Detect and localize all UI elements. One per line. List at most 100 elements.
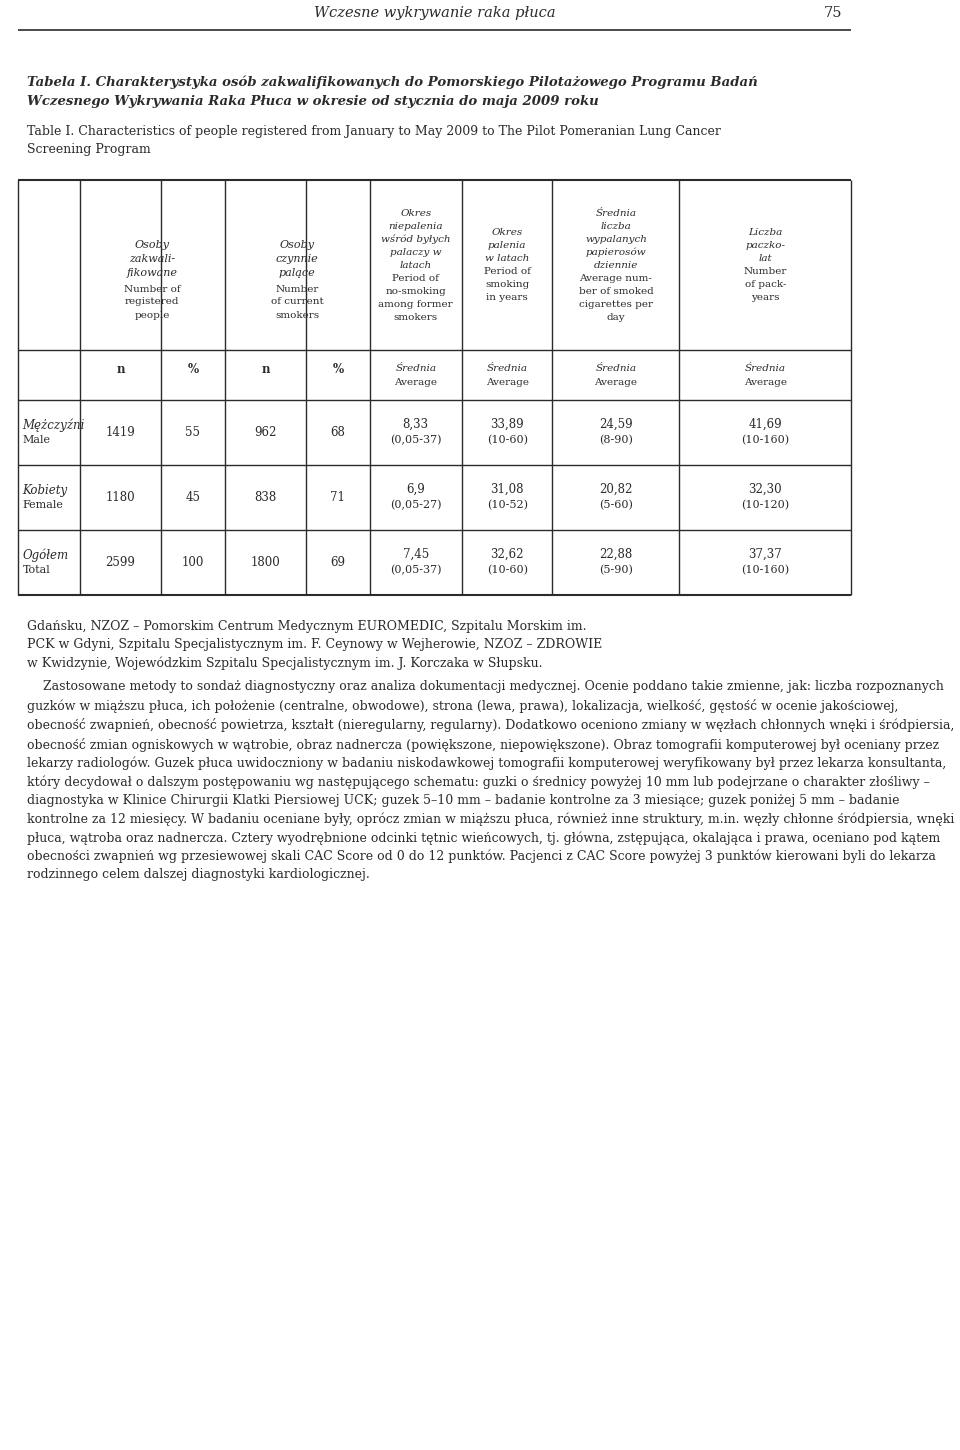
Text: Average: Average	[744, 377, 787, 387]
Text: n: n	[261, 362, 270, 376]
Text: w latach: w latach	[485, 254, 529, 262]
Text: Średnia: Średnia	[745, 364, 786, 373]
Text: Średnia: Średnia	[487, 364, 528, 373]
Text: smoking: smoking	[485, 280, 529, 289]
Text: palaczy w: palaczy w	[390, 248, 442, 257]
Text: Period of: Period of	[484, 267, 531, 276]
Text: of pack-: of pack-	[745, 280, 786, 289]
Text: niepalenia: niepalenia	[389, 222, 443, 231]
Text: Średnia: Średnia	[595, 209, 636, 218]
Text: 45: 45	[185, 492, 201, 505]
Text: 22,88: 22,88	[599, 548, 633, 561]
Text: 68: 68	[330, 426, 346, 439]
Text: Liczba: Liczba	[748, 228, 782, 236]
Text: fikowane: fikowane	[127, 268, 178, 278]
Text: zakwali-: zakwali-	[129, 254, 176, 264]
Text: (5-90): (5-90)	[599, 566, 633, 576]
Text: wypalanych: wypalanych	[585, 235, 647, 244]
Text: 1419: 1419	[106, 426, 135, 439]
Text: czynnie: czynnie	[276, 254, 319, 264]
Text: palące: palące	[278, 268, 316, 278]
Text: 31,08: 31,08	[491, 483, 524, 496]
Text: Number of: Number of	[124, 284, 180, 293]
Text: liczba: liczba	[601, 222, 632, 231]
Text: Gdańsku, NZOZ – Pomorskim Centrum Medycznym EUROMEDIC, Szpitalu Morskim im.: Gdańsku, NZOZ – Pomorskim Centrum Medycz…	[27, 621, 587, 634]
Text: PCK w Gdyni, Szpitalu Specjalistycznym im. F. Ceynowy w Wejherowie, NZOZ – ZDROW: PCK w Gdyni, Szpitalu Specjalistycznym i…	[27, 638, 603, 651]
Text: Osoby: Osoby	[134, 241, 170, 249]
Text: 1180: 1180	[106, 492, 135, 505]
Text: (5-60): (5-60)	[599, 500, 633, 510]
Text: Wczesnego Wykrywania Raka Płuca w okresie od stycznia do maja 2009 roku: Wczesnego Wykrywania Raka Płuca w okresi…	[27, 96, 599, 107]
Text: Zastosowane metody to sondaż diagnostyczny oraz analiza dokumentacji medycznej. : Zastosowane metody to sondaż diagnostycz…	[27, 680, 954, 882]
Text: 2599: 2599	[106, 555, 135, 568]
Text: 33,89: 33,89	[491, 418, 524, 431]
Text: 69: 69	[330, 555, 346, 568]
Text: Period of: Period of	[393, 274, 439, 283]
Text: paczko-: paczko-	[745, 241, 785, 249]
Text: 100: 100	[181, 555, 204, 568]
Text: w Kwidzynie, Wojewódzkim Szpitalu Specjalistycznym im. J. Korczaka w Słupsku.: w Kwidzynie, Wojewódzkim Szpitalu Specja…	[27, 655, 542, 670]
Text: Średnia: Średnia	[595, 364, 636, 373]
Text: Average: Average	[594, 377, 637, 387]
Text: Mężczyźni: Mężczyźni	[23, 419, 85, 432]
Text: dziennie: dziennie	[593, 261, 638, 270]
Text: 6,9: 6,9	[406, 483, 425, 496]
Text: 1800: 1800	[251, 555, 280, 568]
Text: (10-52): (10-52)	[487, 500, 528, 510]
Text: (0,05-27): (0,05-27)	[390, 500, 442, 510]
Text: among former: among former	[378, 300, 453, 309]
Text: Ogółem: Ogółem	[23, 548, 69, 563]
Text: Total: Total	[23, 564, 50, 574]
Text: day: day	[607, 313, 625, 322]
Text: 55: 55	[185, 426, 201, 439]
Text: Average num-: Average num-	[580, 274, 653, 283]
Text: Number: Number	[276, 284, 319, 293]
Text: Number: Number	[744, 267, 787, 276]
Text: 7,45: 7,45	[402, 548, 429, 561]
Text: of current: of current	[271, 296, 324, 306]
Text: in years: in years	[487, 293, 528, 302]
Text: (10-120): (10-120)	[741, 500, 789, 510]
Text: 838: 838	[254, 492, 276, 505]
Text: people: people	[134, 310, 170, 319]
Text: 20,82: 20,82	[599, 483, 633, 496]
Text: smokers: smokers	[275, 310, 319, 319]
Text: registered: registered	[125, 296, 180, 306]
Text: (10-160): (10-160)	[741, 435, 789, 445]
Text: n: n	[116, 362, 125, 376]
Text: 32,62: 32,62	[491, 548, 524, 561]
Text: wśród byłych: wśród byłych	[381, 233, 450, 244]
Text: Average: Average	[486, 377, 529, 387]
Text: 962: 962	[254, 426, 276, 439]
Text: lat: lat	[758, 254, 772, 262]
Text: Screening Program: Screening Program	[27, 144, 151, 157]
Text: palenia: palenia	[488, 241, 526, 249]
Text: ber of smoked: ber of smoked	[579, 287, 653, 296]
Text: Kobiety: Kobiety	[23, 484, 68, 497]
Text: (0,05-37): (0,05-37)	[390, 566, 442, 576]
Text: %: %	[332, 362, 344, 376]
Text: Female: Female	[23, 499, 63, 509]
Text: 24,59: 24,59	[599, 418, 633, 431]
Text: %: %	[187, 362, 199, 376]
Text: Table I. Characteristics of people registered from January to May 2009 to The Pi: Table I. Characteristics of people regis…	[27, 125, 721, 138]
Text: (10-60): (10-60)	[487, 435, 528, 445]
Text: Average: Average	[395, 377, 437, 387]
Text: 32,30: 32,30	[749, 483, 782, 496]
Text: (10-160): (10-160)	[741, 566, 789, 576]
Text: Osoby: Osoby	[279, 241, 315, 249]
Text: Średnia: Średnia	[396, 364, 436, 373]
Text: (10-60): (10-60)	[487, 566, 528, 576]
Text: Male: Male	[23, 435, 51, 445]
Text: 75: 75	[824, 6, 842, 20]
Text: papierosów: papierosów	[586, 248, 646, 257]
Text: smokers: smokers	[394, 313, 438, 322]
Text: 37,37: 37,37	[749, 548, 782, 561]
Text: cigarettes per: cigarettes per	[579, 300, 653, 309]
Text: no-smoking: no-smoking	[385, 287, 446, 296]
Text: Okres: Okres	[400, 209, 431, 218]
Text: 41,69: 41,69	[749, 418, 782, 431]
Text: 8,33: 8,33	[402, 418, 429, 431]
Text: Okres: Okres	[492, 228, 523, 236]
Text: (8-90): (8-90)	[599, 435, 633, 445]
